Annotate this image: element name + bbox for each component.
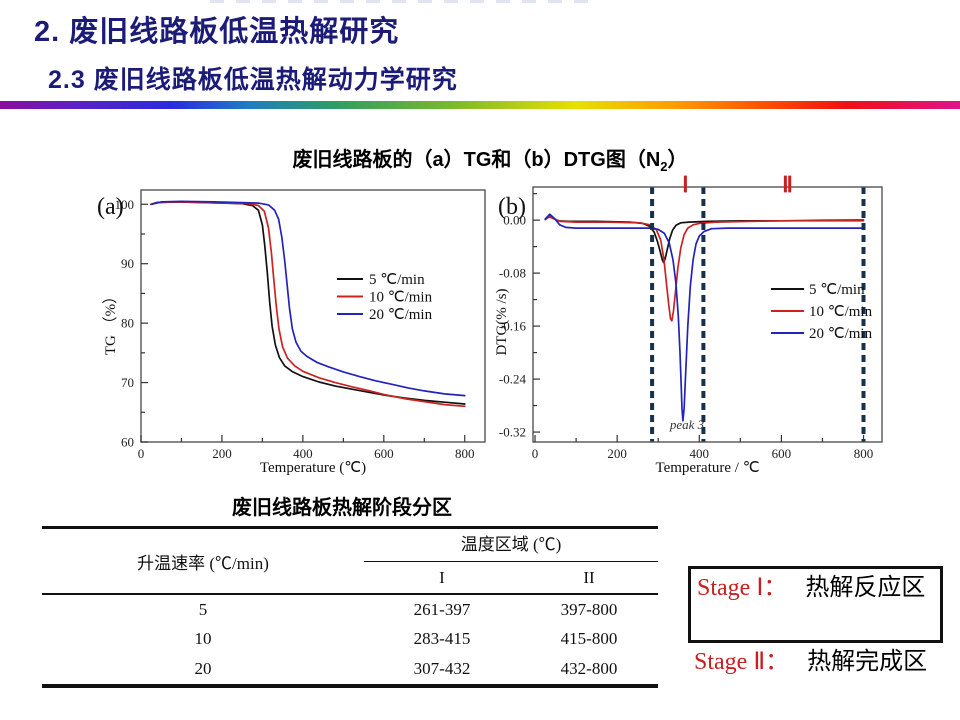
- figure-title: 废旧线路板的（a）TG和（b）DTG图（N2）: [85, 143, 895, 174]
- table-row: 5 261-397 397-800: [42, 595, 658, 625]
- svg-text:-0.16: -0.16: [499, 319, 527, 334]
- cell-rate: 20: [194, 658, 212, 678]
- svg-text:-0.32: -0.32: [499, 425, 526, 440]
- stage2-label: Stage Ⅱ：: [694, 649, 790, 675]
- stage1-label: Stage Ⅰ：: [697, 575, 788, 601]
- svg-text:TG （%）: TG （%）: [102, 289, 119, 355]
- table-title: 废旧线路板热解阶段分区: [232, 497, 452, 519]
- svg-text:10 ℃/min: 10 ℃/min: [809, 304, 873, 320]
- svg-text:Ⅱ: Ⅱ: [782, 172, 793, 197]
- stage1-definition-box: Stage Ⅰ： 热解反应区: [688, 566, 943, 643]
- svg-text:DTG(% /s): DTG(% /s): [494, 288, 510, 355]
- table-row: 20 307-432 432-800: [42, 654, 658, 684]
- cell-rate: 10: [194, 629, 212, 649]
- svg-text:400: 400: [690, 446, 710, 461]
- figure-title-subscript: 2: [660, 159, 668, 174]
- svg-text:70: 70: [121, 375, 134, 390]
- stage2-definition: Stage Ⅱ： 热解完成区: [688, 646, 943, 678]
- svg-text:(b): (b): [498, 194, 526, 220]
- svg-text:200: 200: [212, 446, 232, 461]
- svg-text:(a): (a): [97, 194, 124, 220]
- cell-stage2-range: 397-800: [560, 599, 618, 619]
- table-subheader-I: I: [439, 567, 445, 587]
- slide-title: 2. 废旧线路板低温热解研究: [34, 16, 400, 48]
- table-group-header-wrap: 温度区域 (℃) I II: [364, 529, 658, 593]
- cell-stage1-range: 283-415: [413, 629, 471, 649]
- stage1-text: 热解反应区: [805, 574, 926, 601]
- svg-text:Ⅰ: Ⅰ: [682, 172, 689, 197]
- figure-title-end: ）: [667, 149, 688, 171]
- table-col1-header: 升温速率 (℃/min): [137, 553, 269, 573]
- cell-stage1-range: 261-397: [413, 599, 471, 619]
- table-subheader-II: II: [583, 567, 595, 587]
- svg-text:400: 400: [293, 446, 313, 461]
- svg-text:0: 0: [532, 446, 539, 461]
- stage-table: 升温速率 (℃/min) 温度区域 (℃) I II 5 261-397 397…: [42, 526, 658, 688]
- svg-text:0.00: 0.00: [503, 213, 526, 228]
- svg-text:90: 90: [121, 256, 134, 271]
- slide-subtitle: 2.3 废旧线路板低温热解动力学研究: [48, 66, 458, 94]
- svg-text:60: 60: [121, 435, 134, 450]
- cell-rate: 5: [198, 599, 208, 619]
- table-group-header: 温度区域 (℃): [364, 529, 658, 562]
- svg-text:10 ℃/min: 10 ℃/min: [369, 290, 433, 306]
- cell-stage2-range: 415-800: [560, 629, 618, 649]
- table-header: 升温速率 (℃/min) 温度区域 (℃) I II: [42, 529, 658, 595]
- tg-chart: 0 200 400 600 800 60 70 80 90 100 Temperature (℃) T…: [97, 189, 486, 476]
- clipped-text-artifact: [210, 0, 590, 3]
- svg-text:Temperature (℃): Temperature (℃): [260, 460, 366, 476]
- svg-text:20 ℃/min: 20 ℃/min: [809, 326, 873, 342]
- svg-text:peak 3: peak 3: [669, 417, 705, 432]
- cell-stage1-range: 307-432: [413, 658, 471, 678]
- svg-text:100: 100: [115, 197, 135, 212]
- svg-text:0: 0: [138, 446, 145, 461]
- svg-text:800: 800: [455, 446, 475, 461]
- svg-text:600: 600: [772, 446, 792, 461]
- table-subheaders: I II: [364, 562, 658, 593]
- svg-text:600: 600: [374, 446, 394, 461]
- svg-text:5 ℃/min: 5 ℃/min: [809, 282, 865, 298]
- cell-stage2-range: 432-800: [560, 658, 618, 678]
- svg-text:80: 80: [121, 316, 134, 331]
- svg-text:5 ℃/min: 5 ℃/min: [369, 272, 425, 288]
- dtg-chart: 0 200 400 600 800 -0.32 -0.24 -0.16 -0.08 0.00 Tem…: [494, 172, 883, 476]
- svg-text:-0.08: -0.08: [499, 266, 526, 281]
- svg-text:20 ℃/min: 20 ℃/min: [369, 307, 433, 323]
- table-row: 10 283-415 415-800: [42, 625, 658, 655]
- stage2-text: 热解完成区: [807, 648, 928, 675]
- rainbow-divider: [0, 101, 960, 109]
- figure-title-main: 废旧线路板的（a）TG和（b）DTG图（N: [292, 149, 661, 171]
- svg-text:800: 800: [854, 446, 874, 461]
- svg-text:Temperature / ℃: Temperature / ℃: [655, 460, 759, 476]
- svg-text:200: 200: [607, 446, 627, 461]
- svg-text:-0.24: -0.24: [499, 372, 527, 387]
